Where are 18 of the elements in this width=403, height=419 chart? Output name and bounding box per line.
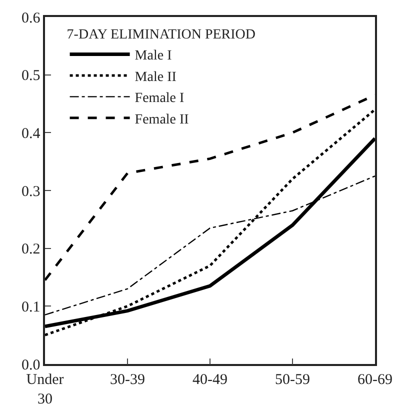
x-tick-label: 30-39 [110,372,145,388]
x-tick-label: Under 30 [26,372,64,408]
y-tick-label: 0.1 [22,299,40,316]
legend-label: Male II [134,70,177,85]
y-tick-label: 0.6 [22,10,41,26]
legend-title: 7-DAY ELIMINATION PERIOD [66,28,256,43]
line-series [45,108,375,336]
legend-label: Female I [134,91,185,106]
legend-label: Male I [134,48,172,64]
legend-label: Female II [134,112,190,128]
y-tick-label: 0.3 [22,184,40,200]
y-tick-label: 0.5 [22,68,40,84]
x-tick-label: 40-49 [192,372,228,388]
x-tick-label: 60-69 [358,372,392,388]
y-tick-label: 0.0 [22,357,40,374]
x-tick-label: 50-59 [275,372,310,388]
y-tick-label: 0.2 [22,242,40,258]
y-tick-label: 0.4 [22,126,41,142]
